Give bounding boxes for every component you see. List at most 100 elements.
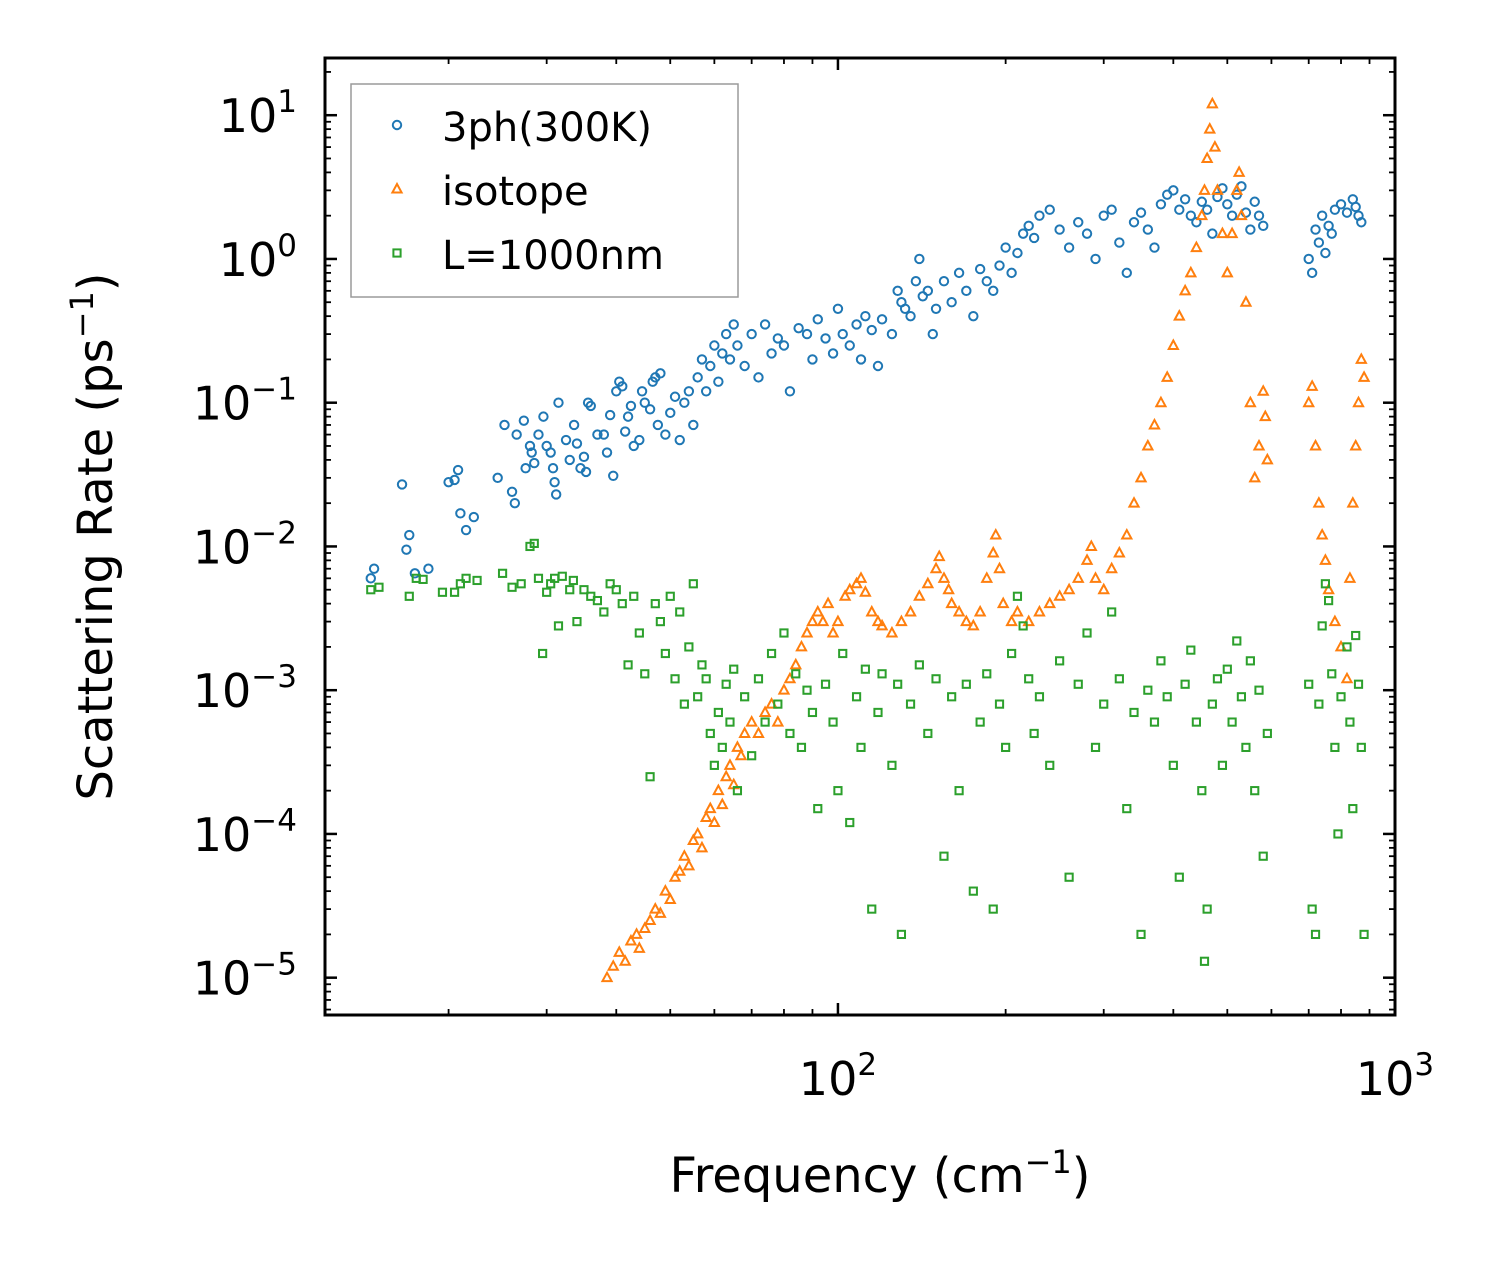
data-point (732, 786, 743, 796)
data-point (644, 404, 656, 415)
data-point (740, 692, 750, 702)
data-point (617, 599, 627, 609)
data-point (973, 604, 987, 617)
data-point (1197, 786, 1207, 796)
data-point (1034, 210, 1045, 221)
data-point (717, 742, 727, 752)
data-point (1319, 553, 1332, 565)
data-point (923, 728, 933, 739)
x-tick-label: 102 (799, 1047, 877, 1106)
data-point (1121, 267, 1132, 279)
data-point (720, 328, 732, 340)
data-point (1135, 207, 1147, 218)
series-2 (366, 538, 1369, 966)
data-point (947, 692, 957, 702)
data-point (1173, 309, 1186, 321)
data-point (1174, 204, 1185, 215)
data-point (1327, 669, 1337, 679)
data-point (1114, 237, 1125, 248)
data-point (1236, 692, 1247, 702)
data-point (1343, 571, 1357, 583)
data-point (953, 267, 965, 279)
data-point (1314, 699, 1324, 709)
data-point (982, 669, 992, 679)
data-point (932, 549, 946, 562)
data-point (859, 585, 872, 597)
data-point (1305, 379, 1319, 391)
data-point (917, 291, 928, 302)
data-point (968, 310, 979, 322)
data-point (1245, 224, 1256, 235)
data-point (526, 447, 537, 458)
data-point (560, 434, 572, 446)
data-point (724, 354, 736, 365)
data-point (600, 970, 614, 983)
data-point (557, 571, 567, 581)
data-point (628, 440, 639, 452)
data-point (1324, 595, 1334, 606)
data-point (529, 538, 539, 548)
data-point (1340, 671, 1354, 684)
data-point (1107, 607, 1117, 617)
data-point (550, 489, 562, 500)
data-point (518, 415, 530, 426)
data-point (845, 817, 855, 828)
data-point (705, 360, 716, 372)
data-point (753, 674, 764, 684)
data-point (785, 728, 795, 739)
data-point (1245, 656, 1255, 666)
data-point (994, 699, 1005, 709)
legend: 3ph(300K) isotope L=1000nm (350, 83, 739, 298)
data-point (773, 699, 783, 709)
data-point (1248, 470, 1262, 483)
data-point (1149, 242, 1160, 253)
data-point (838, 648, 848, 659)
data-point (634, 434, 645, 446)
data-point (701, 674, 711, 684)
data-point (717, 348, 728, 359)
data-point (1185, 210, 1197, 221)
data-point (793, 322, 804, 334)
data-point (625, 400, 637, 412)
data-point (1099, 699, 1109, 709)
data-point (1085, 539, 1098, 551)
data-point (784, 386, 796, 397)
data-point (1203, 122, 1217, 134)
data-point (1307, 904, 1317, 914)
data-point (1225, 226, 1239, 239)
data-point (1071, 571, 1085, 583)
data-point (409, 568, 421, 579)
data-point (679, 699, 689, 709)
data-point (795, 639, 808, 652)
data-point (1199, 956, 1210, 966)
data-point (1160, 370, 1174, 382)
data-point (1357, 370, 1371, 382)
data-point (989, 527, 1003, 540)
data-point (1226, 210, 1238, 221)
data-point (806, 614, 819, 627)
data-point (1184, 265, 1198, 278)
data-point (1113, 545, 1126, 558)
data-point (1178, 283, 1192, 296)
data-point (1222, 664, 1232, 674)
data-point (716, 797, 729, 810)
data-point (688, 579, 698, 589)
data-point (1053, 589, 1066, 601)
data-point (1000, 242, 1011, 253)
data-point (1154, 395, 1168, 408)
data-point (638, 921, 652, 933)
data-point (796, 742, 807, 752)
data-point (1355, 352, 1368, 364)
data-point (404, 529, 415, 541)
data-point (673, 864, 687, 876)
data-point (820, 679, 831, 689)
data-point (699, 810, 713, 823)
data-point (734, 748, 748, 761)
data-point (611, 386, 622, 397)
data-point (739, 360, 750, 372)
data-point (452, 464, 464, 476)
data-point (1232, 636, 1242, 646)
data-point (827, 348, 839, 359)
data-point (693, 692, 703, 702)
data-point (1105, 561, 1118, 574)
